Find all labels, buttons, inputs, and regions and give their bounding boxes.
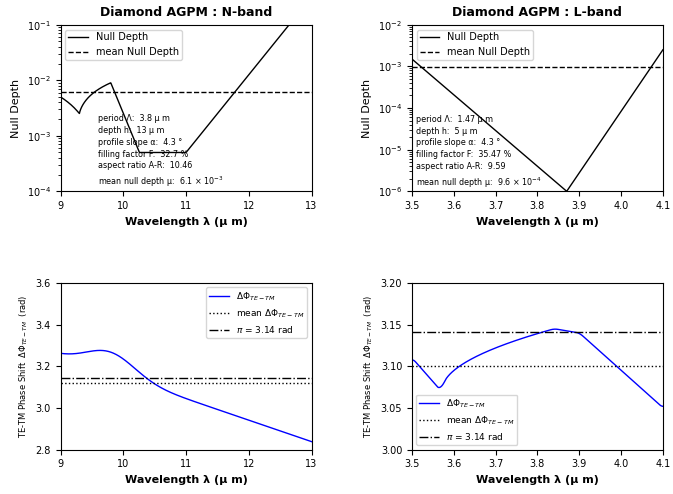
Y-axis label: Null Depth: Null Depth	[11, 79, 21, 137]
X-axis label: Wavelength λ (μ m): Wavelength λ (μ m)	[476, 475, 599, 485]
Legend: $\Delta\Phi_{TE-TM}$, mean $\Delta\Phi_{TE-TM}$, $\pi$ = 3.14 rad: $\Delta\Phi_{TE-TM}$, mean $\Delta\Phi_{…	[417, 395, 518, 445]
Text: period Λ:  3.8 μ m
depth h:  13 μ m
profile slope α:  4.3 °
filling factor F:  3: period Λ: 3.8 μ m depth h: 13 μ m profil…	[98, 114, 224, 189]
Legend: Null Depth, mean Null Depth: Null Depth, mean Null Depth	[417, 30, 533, 60]
Title: Diamond AGPM : L-band: Diamond AGPM : L-band	[452, 6, 623, 19]
Y-axis label: TE-TM Phase Shift  $\Delta\Phi_{TE-TM}$  (rad): TE-TM Phase Shift $\Delta\Phi_{TE-TM}$ (…	[363, 294, 375, 438]
Y-axis label: Null Depth: Null Depth	[363, 79, 372, 137]
X-axis label: Wavelength λ (μ m): Wavelength λ (μ m)	[476, 216, 599, 227]
Legend: $\Delta\Phi_{TE-TM}$, mean $\Delta\Phi_{TE-TM}$, $\pi$ = 3.14 rad: $\Delta\Phi_{TE-TM}$, mean $\Delta\Phi_{…	[206, 288, 307, 338]
Legend: Null Depth, mean Null Depth: Null Depth, mean Null Depth	[65, 30, 182, 60]
X-axis label: Wavelength λ (μ m): Wavelength λ (μ m)	[125, 475, 248, 485]
Title: Diamond AGPM : N-band: Diamond AGPM : N-band	[100, 6, 272, 19]
X-axis label: Wavelength λ (μ m): Wavelength λ (μ m)	[125, 216, 248, 227]
Text: period Λ:  1.47 μ m
depth h:  5 μ m
profile slope α:  4.3 °
filling factor F:  3: period Λ: 1.47 μ m depth h: 5 μ m profil…	[416, 115, 542, 190]
Y-axis label: TE-TM Phase Shift  $\Delta\Phi_{TE-TM}$  (rad): TE-TM Phase Shift $\Delta\Phi_{TE-TM}$ (…	[17, 294, 30, 438]
